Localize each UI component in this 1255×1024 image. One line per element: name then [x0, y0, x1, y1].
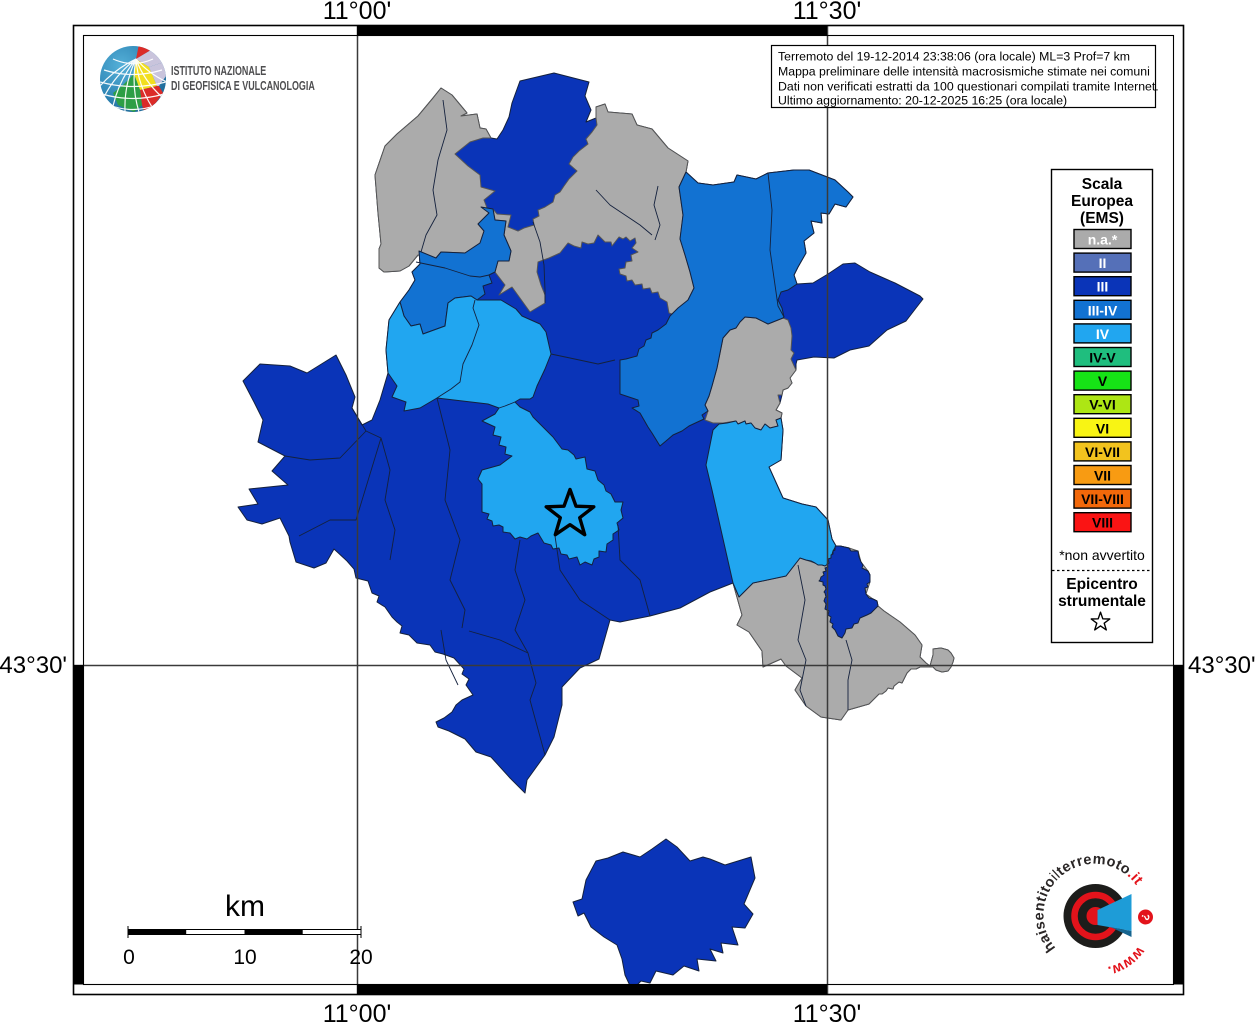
svg-text:IV: IV	[1096, 326, 1110, 342]
svg-text:Terremoto del 19-12-2014 23:38: Terremoto del 19-12-2014 23:38:06 (ora l…	[778, 50, 1130, 64]
svg-text:km: km	[225, 890, 265, 923]
svg-text:V-VI: V-VI	[1089, 397, 1115, 413]
svg-text:Europea: Europea	[1071, 193, 1133, 210]
svg-text:VI-VII: VI-VII	[1085, 444, 1120, 460]
svg-text:V: V	[1098, 373, 1108, 389]
svg-text:www.: www.	[1106, 943, 1149, 979]
svg-text:III: III	[1097, 279, 1109, 295]
svg-text:0: 0	[123, 946, 135, 969]
svg-text:VI: VI	[1096, 420, 1109, 436]
svg-text:?: ?	[1138, 912, 1151, 922]
svg-text:Ultimo aggiornamento: 20-12-20: Ultimo aggiornamento: 20-12-2025 16:25 (…	[778, 94, 1067, 108]
svg-text:*non avvertito: *non avvertito	[1059, 547, 1145, 563]
svg-text:VII-VIII: VII-VIII	[1081, 491, 1124, 507]
svg-text:ISTITUTO NAZIONALE: ISTITUTO NAZIONALE	[171, 65, 266, 79]
svg-text:Mappa preliminare delle intens: Mappa preliminare delle intensità macros…	[778, 65, 1150, 79]
svg-text:DI GEOFISICA E VULCANOLOGIA: DI GEOFISICA E VULCANOLOGIA	[171, 80, 315, 94]
svg-text:IV-V: IV-V	[1089, 350, 1116, 366]
svg-text:20: 20	[349, 946, 372, 969]
svg-text:strumentale: strumentale	[1058, 593, 1146, 610]
svg-text:43°30': 43°30'	[0, 652, 67, 679]
svg-text:VII: VII	[1094, 468, 1111, 484]
svg-text:VIII: VIII	[1092, 515, 1113, 531]
svg-text:11°30': 11°30'	[793, 1000, 862, 1024]
svg-text:11°00': 11°00'	[323, 0, 392, 25]
svg-text:II: II	[1099, 255, 1107, 271]
svg-text:Dati non verificati estratti d: Dati non verificati estratti da 100 ques…	[778, 80, 1159, 94]
svg-text:(EMS): (EMS)	[1080, 210, 1124, 227]
svg-text:11°00': 11°00'	[323, 1000, 392, 1024]
svg-text:III-IV: III-IV	[1088, 302, 1118, 318]
svg-text:Scala: Scala	[1082, 176, 1123, 193]
svg-text:43°30': 43°30'	[1188, 652, 1255, 679]
svg-text:11°30': 11°30'	[793, 0, 862, 25]
svg-text:10: 10	[233, 946, 256, 969]
svg-text:Epicentro: Epicentro	[1066, 576, 1137, 593]
svg-text:n.a.*: n.a.*	[1088, 232, 1118, 248]
